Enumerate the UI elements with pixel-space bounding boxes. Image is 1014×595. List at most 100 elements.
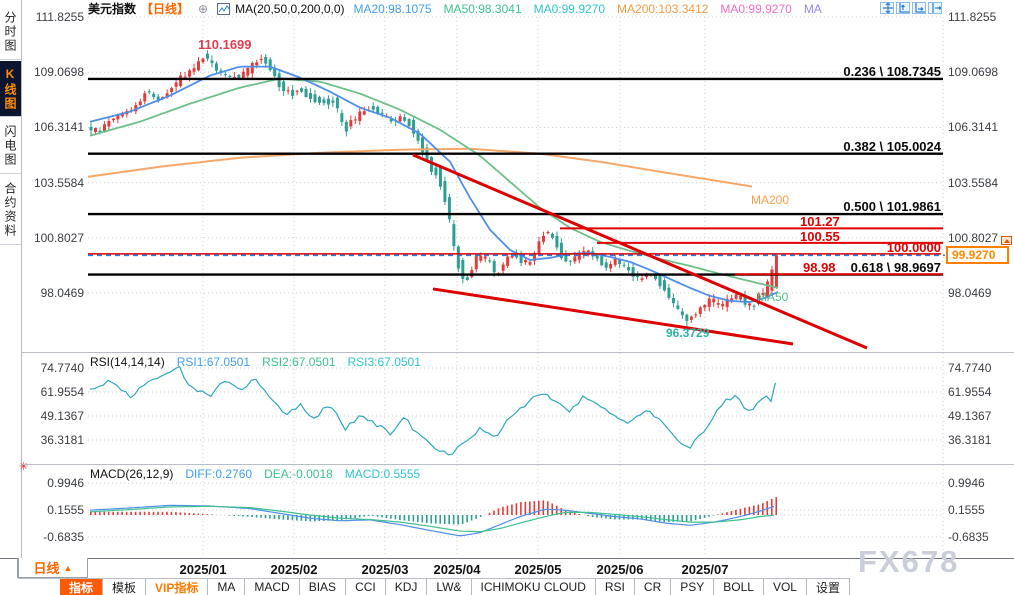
y-axis-label: 106.3141 <box>33 120 84 135</box>
y-axis-label: -0.6835 <box>948 530 989 544</box>
y-axis-label: 49.1367 <box>40 409 84 423</box>
x-axis-date: 2025/01 <box>179 562 227 577</box>
current-price-box: 99.9270 <box>946 246 1009 264</box>
y-axis-label: -0.6835 <box>43 530 84 544</box>
watermark: FX678 <box>858 544 960 579</box>
y-axis-label: 0.1555 <box>47 503 84 517</box>
chart-type-icon[interactable] <box>217 2 231 15</box>
page-forward-icon[interactable] <box>928 2 942 14</box>
sidebar: 分时图 K线图 闪电图 合约资料 <box>0 0 22 558</box>
ma-button[interactable]: MA <box>208 579 246 595</box>
ichimoku-cloud-button[interactable]: ICHIMOKU CLOUD <box>471 579 596 595</box>
ma-value: MA0:99.9270 <box>533 1 606 16</box>
y-axis-label: 0.9946 <box>948 476 985 490</box>
settings-button[interactable]: 设置 <box>806 579 850 595</box>
lw-button[interactable]: LW& <box>427 579 472 595</box>
boll-button[interactable]: BOLL <box>714 579 764 595</box>
cci-button[interactable]: CCI <box>346 579 386 595</box>
rsi-button[interactable]: RSI <box>595 579 635 595</box>
chevron-up-icon: ▲ <box>63 562 73 573</box>
indicator-button[interactable]: 指标 <box>60 579 104 595</box>
ma-value: MA50:98.3041 <box>443 1 522 16</box>
zoom-horizontal-icon[interactable] <box>912 2 926 14</box>
y-axis-label: 100.8027 <box>948 230 999 245</box>
ma-value: MA0:99.9270 <box>720 1 792 16</box>
x-axis-date: 2025/06 <box>596 562 644 577</box>
date-axis-row: 2025/01 2025/02 2025/03 2025/04 2025/05 2025/… <box>0 558 1014 578</box>
y-axis-label: 49.1367 <box>948 409 992 423</box>
sidebar-tab-kline-chart[interactable]: K线图 <box>0 61 21 117</box>
pan-icon[interactable] <box>880 2 894 14</box>
sidebar-tab-contract-info[interactable]: 合约资料 <box>0 175 21 245</box>
zoom-vertical-icon[interactable] <box>896 2 910 14</box>
resistance-level-label: 100.0000 <box>886 239 941 255</box>
symbol-name: 美元指数 <box>88 2 137 16</box>
y-axis-label: 61.9554 <box>40 385 84 399</box>
bias-button[interactable]: BIAS <box>299 579 347 595</box>
period-label: 【日线】 <box>141 2 190 16</box>
macd-indicator-name: MACD(26,12,9) <box>90 467 174 481</box>
y-axis-label: 103.5584 <box>948 175 999 190</box>
y-axis-label: 98.0469 <box>948 285 992 300</box>
period-dropdown-label: 日线 <box>33 561 60 576</box>
y-axis-label: 98.0469 <box>40 285 84 300</box>
macd-button[interactable]: MACD <box>245 579 300 595</box>
macd-value: MACD:0.5555 <box>344 467 421 481</box>
fib-level-label: 0.236 \ 108.7345 <box>843 63 941 79</box>
resistance-level-label: 100.55 <box>800 228 840 244</box>
indicator-settings-icon[interactable]: ✳ <box>19 461 29 473</box>
ma-line-label: MA50 <box>757 290 789 305</box>
y-axis-label: 61.9554 <box>948 385 992 399</box>
rsi-value: RSI2:67.0501 <box>262 355 336 369</box>
kdj-button[interactable]: KDJ <box>385 579 428 595</box>
template-button[interactable]: 模板 <box>103 579 147 595</box>
y-axis-label: 36.3181 <box>948 433 992 447</box>
pane-divider[interactable] <box>22 352 1014 353</box>
macd-header: MACD(26,12,9) DIFF:0.2760 DEA:-0.0018 MACD… <box>90 467 420 481</box>
sidebar-tab-lightning-chart[interactable]: 闪电图 <box>0 118 21 174</box>
fib-level-label: 0.618 \ 98.9697 <box>850 259 941 275</box>
price-marker-icon[interactable] <box>1001 236 1012 245</box>
y-axis-label: 74.7740 <box>40 361 84 375</box>
ma-value: MA <box>803 1 822 16</box>
rsi-value: RSI3:67.0501 <box>347 355 421 369</box>
rsi-value: RSI1:67.0501 <box>176 355 251 369</box>
period-dropdown-button[interactable]: 日线 ▲ <box>18 558 88 578</box>
ma-values: MA20:98.1075 MA50:98.3041 MA0:99.9270 MA200… <box>354 2 822 16</box>
indicator-toolbar: 指标 模板 VIP指标 MA MACD BIAS CCI KDJ LW& ICHIMOKU CLO… <box>60 578 850 595</box>
y-axis-label: 0.1555 <box>948 503 985 517</box>
y-axis-label: 100.8027 <box>33 230 84 245</box>
pane-divider[interactable] <box>22 464 1014 465</box>
ma-value: MA20:98.1075 <box>353 1 432 16</box>
y-axis-label: 106.3141 <box>948 120 999 135</box>
y-axis-label: 111.8255 <box>35 10 84 24</box>
x-axis-date: 2025/04 <box>433 562 481 577</box>
x-axis-date: 2025/05 <box>514 562 562 577</box>
ma-settings-label: MA(20,50,0,200,0,0) <box>235 1 345 16</box>
rsi-values: RSI1:67.0501 RSI2:67.0501 RSI3:67.0501 <box>177 355 421 369</box>
y-axis-label: 111.8255 <box>948 10 997 24</box>
axis-corner <box>0 558 18 578</box>
sidebar-tab-time-chart[interactable]: 分时图 <box>0 4 21 60</box>
x-axis-date: 2025/02 <box>270 562 318 577</box>
cr-button[interactable]: CR <box>634 579 672 595</box>
fib-level-label: 0.500 \ 101.9861 <box>843 199 941 215</box>
psy-button[interactable]: PSY <box>671 579 715 595</box>
vol-button[interactable]: VOL <box>763 579 807 595</box>
ma-line-label: MA200 <box>751 192 790 207</box>
ma-value: MA200:103.3412 <box>617 1 709 16</box>
add-indicator-icon[interactable]: ⊕ <box>198 1 209 16</box>
rsi-indicator-name: RSI(14,14,14) <box>90 355 165 369</box>
macd-value: DIFF:0.2760 <box>185 467 253 481</box>
toolbar-left-pad <box>18 578 60 595</box>
x-axis-date: 2025/07 <box>681 562 729 577</box>
fib-level-label: 0.382 \ 105.0024 <box>843 138 941 154</box>
resistance-level-label: 98.98 <box>803 260 836 276</box>
x-axis-date: 2025/03 <box>361 562 409 577</box>
rsi-header: RSI(14,14,14) RSI1:67.0501 RSI2:67.0501 RS… <box>90 355 421 369</box>
y-axis-label: 109.0698 <box>948 65 999 80</box>
chart-header: 美元指数 【日线】 ⊕ MA(20,50,0,200,0,0) MA20:98.1… <box>88 1 822 17</box>
vip-indicator-button[interactable]: VIP指标 <box>146 579 209 595</box>
